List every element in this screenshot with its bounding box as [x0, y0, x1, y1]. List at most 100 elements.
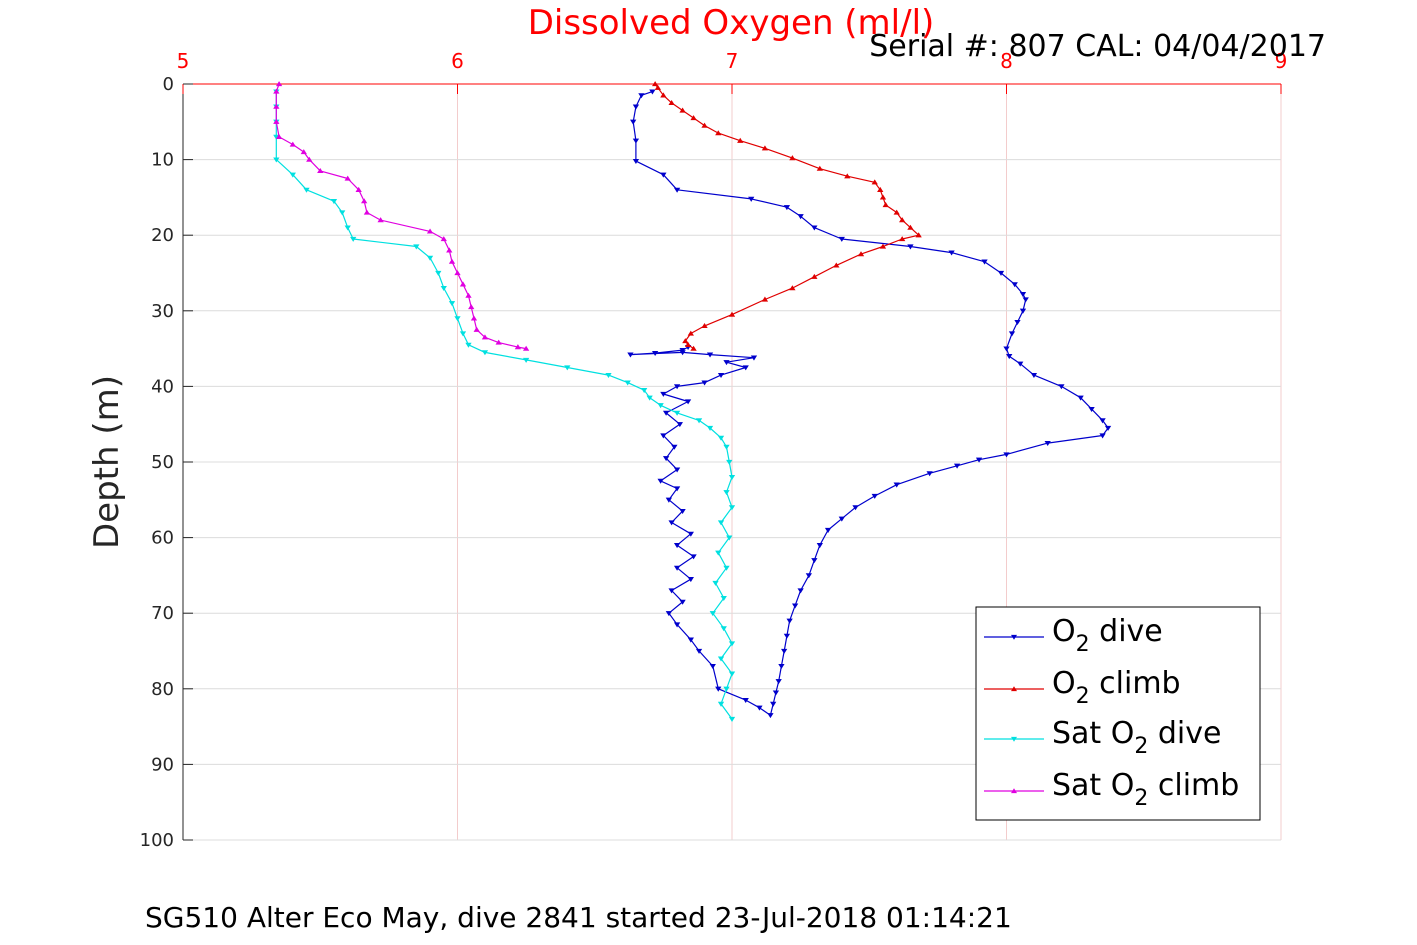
data-point: [676, 422, 683, 428]
data-point: [654, 84, 662, 90]
data-point: [805, 573, 813, 579]
data-point: [632, 104, 640, 110]
data-point: [742, 698, 749, 704]
data-point: [695, 648, 703, 654]
data-point: [673, 622, 681, 628]
y-tick-label: 90: [151, 754, 174, 775]
data-point: [275, 81, 283, 87]
data-point: [679, 599, 686, 605]
x-tick-label: 6: [451, 49, 464, 73]
data-point: [673, 565, 681, 571]
data-point: [852, 505, 859, 511]
data-point: [723, 565, 730, 571]
data-point: [275, 134, 283, 140]
data-point: [435, 270, 442, 276]
data-point: [1006, 354, 1013, 360]
data-point: [679, 509, 686, 515]
data-point: [377, 217, 384, 223]
data-point: [975, 457, 983, 463]
data-point: [657, 478, 664, 484]
data-point: [728, 311, 736, 317]
data-point: [317, 168, 324, 174]
data-point: [1104, 425, 1112, 431]
data-point: [824, 527, 832, 533]
data-point: [728, 475, 736, 481]
data-point: [673, 187, 681, 193]
data-point: [454, 316, 461, 322]
data-point: [1003, 452, 1010, 458]
data-point: [446, 247, 453, 253]
legend-marker: [1011, 736, 1017, 742]
data-point: [1017, 361, 1024, 367]
data-point: [1088, 406, 1095, 412]
data-point: [459, 281, 467, 287]
legend-label: Sat O2 dive: [1052, 716, 1221, 759]
data-point: [770, 701, 777, 707]
data-point: [522, 345, 530, 351]
data-point: [907, 224, 914, 230]
data-point: [1019, 292, 1027, 298]
data-point: [481, 350, 489, 356]
data-point: [781, 648, 788, 654]
data-point: [1014, 320, 1021, 326]
data-point: [303, 187, 310, 193]
legend-marker: [1011, 634, 1017, 640]
y-tick-label: 60: [151, 528, 174, 549]
legend: O2 dive O2 climb Sat O2 dive Sat O2 climb: [975, 606, 1261, 821]
y-tick-label: 100: [140, 830, 174, 851]
data-point: [448, 301, 456, 307]
data-point: [495, 339, 502, 345]
data-point: [473, 326, 480, 332]
y-axis-label: Depth (m): [87, 375, 127, 549]
data-point: [877, 186, 884, 192]
data-point: [690, 345, 697, 351]
data-point: [791, 603, 799, 609]
data-point: [786, 618, 793, 624]
series: [273, 81, 1112, 722]
data-point: [838, 516, 845, 522]
legend-item: Sat O2 dive: [984, 716, 1221, 759]
y-tick-label: 50: [151, 452, 174, 473]
data-point: [682, 338, 689, 344]
y-tick-label: 20: [151, 225, 174, 246]
data-point: [926, 471, 933, 477]
data-point: [673, 543, 681, 549]
y-tick-label: 10: [151, 150, 174, 171]
data-point: [465, 342, 472, 348]
x-tick-label: 9: [1275, 49, 1288, 73]
data-point: [448, 258, 456, 264]
data-point: [300, 149, 307, 155]
data-point: [879, 243, 887, 249]
data-point: [811, 558, 818, 564]
data-point: [844, 173, 851, 179]
data-point: [728, 671, 736, 677]
data-point: [756, 705, 763, 711]
legend-label: Sat O2 climb: [1052, 768, 1239, 811]
data-point: [413, 244, 420, 250]
data-point: [737, 137, 744, 143]
data-point: [715, 130, 722, 136]
data-point: [761, 145, 769, 151]
data-point: [783, 633, 791, 639]
data-point: [811, 273, 818, 279]
data-point: [651, 81, 659, 87]
data-point: [726, 459, 733, 465]
data-point: [660, 172, 667, 178]
data-point: [706, 425, 714, 431]
data-point: [717, 435, 725, 441]
data-point: [355, 186, 362, 192]
data-point: [673, 486, 681, 492]
data-point: [564, 365, 571, 371]
data-point: [651, 351, 659, 357]
data-point: [1099, 433, 1106, 439]
data-point: [882, 202, 889, 208]
data-point: [838, 236, 845, 242]
legend-box: [975, 606, 1261, 821]
data-point: [701, 122, 708, 128]
data-point: [797, 588, 804, 594]
series-o2-dive: [627, 89, 1112, 719]
data-point: [649, 89, 656, 95]
legend-item: O2 climb: [984, 666, 1181, 709]
data-point: [665, 611, 673, 617]
